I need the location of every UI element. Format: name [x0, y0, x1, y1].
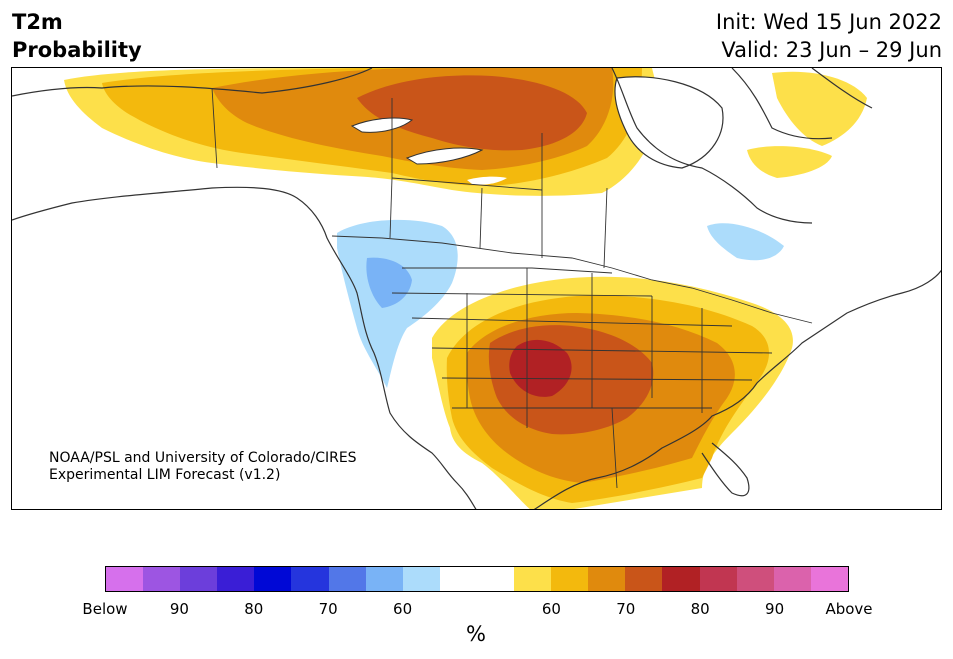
colorbar-swatch — [217, 567, 255, 591]
colorbar-swatch — [402, 567, 440, 591]
colorbar-tick-label: 60 — [541, 600, 561, 618]
great-lakes-below-60 — [707, 223, 784, 261]
title-line-1: T2m — [12, 10, 63, 34]
political-borders — [211, 87, 813, 489]
colorbar-unit-label: % — [466, 622, 486, 646]
colorbar-swatch — [736, 567, 774, 591]
colorbar-tick-label: 60 — [393, 600, 413, 618]
map-svg — [12, 68, 941, 509]
athabasca-lake — [467, 176, 507, 185]
colorbar-swatch — [625, 567, 663, 591]
forecast-dates: Init: Wed 15 Jun 2022 Valid: 23 Jun – 29… — [716, 8, 942, 64]
greenland-above-60 — [772, 71, 867, 146]
colorbar-tick-label: 80 — [244, 600, 264, 618]
colorbar-swatch — [551, 567, 589, 591]
colorbar-swatch — [254, 567, 292, 591]
colorbar-tick-label: 70 — [616, 600, 636, 618]
colorbar-swatch — [773, 567, 811, 591]
us-above-80 — [509, 339, 572, 397]
northwest-below-65 — [366, 257, 412, 308]
colorbar-swatch — [810, 567, 848, 591]
credit-line-2: Experimental LIM Forecast (v1.2) — [49, 467, 281, 483]
colorbar-swatch — [328, 567, 366, 591]
colorbar-tick-label: Below — [82, 600, 128, 618]
colorbar-tick-label: Above — [825, 600, 873, 618]
credit-line-1: NOAA/PSL and University of Colorado/CIRE… — [49, 450, 357, 466]
colorbar-swatch — [291, 567, 329, 591]
colorbar-swatch — [143, 567, 181, 591]
colorbar-swatch — [699, 567, 737, 591]
great-bear-lake — [350, 117, 414, 133]
colorbar-swatch — [476, 567, 515, 591]
colorbar — [105, 566, 849, 592]
great-slave-lake — [405, 147, 484, 165]
valid-range: Valid: 23 Jun – 29 Jun — [721, 38, 942, 62]
colorbar-tick-label: 90 — [765, 600, 785, 618]
colorbar-ticks: Below 90 80 70 60 60 70 80 90 Above — [0, 600, 953, 620]
hudson-bay — [614, 76, 724, 169]
colorbar-tick-label: 90 — [169, 600, 189, 618]
colorbar-tick-label: 70 — [318, 600, 338, 618]
title-line-2: Probability — [12, 38, 142, 62]
credit-text: NOAA/PSL and University of Colorado/CIRE… — [49, 450, 357, 484]
colorbar-swatch — [106, 567, 144, 591]
colorbar-swatch — [439, 567, 477, 591]
coastlines — [12, 68, 941, 509]
init-date: Init: Wed 15 Jun 2022 — [715, 10, 942, 34]
colorbar-swatch — [514, 567, 552, 591]
chart-title: T2m Probability — [12, 8, 142, 64]
forecast-map — [11, 67, 942, 510]
colorbar-swatch — [365, 567, 403, 591]
quebec-above-60 — [747, 146, 832, 178]
colorbar-tick-label: 80 — [690, 600, 710, 618]
canada-above-75 — [357, 75, 587, 151]
colorbar-swatch — [180, 567, 218, 591]
colorbar-swatch — [662, 567, 700, 591]
colorbar-swatch — [588, 567, 626, 591]
